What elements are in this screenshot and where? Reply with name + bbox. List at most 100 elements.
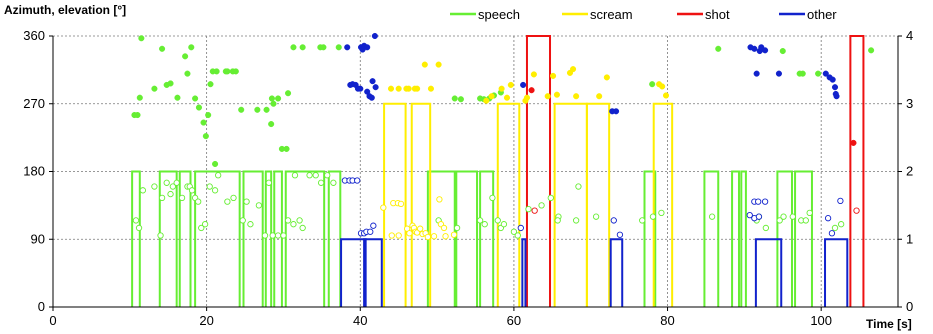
speech-elevation-point	[139, 187, 147, 194]
other-elevation-point	[837, 197, 844, 205]
scream-elevation-point	[397, 200, 405, 208]
speech-elevation-point	[206, 183, 213, 190]
other-segment	[363, 238, 367, 307]
scream-azimuth-point	[421, 61, 428, 68]
plot-area	[131, 32, 875, 307]
scream-elevation-point	[450, 231, 458, 238]
y2-tick-label: 2	[906, 164, 913, 179]
scream-azimuth-point	[414, 85, 421, 92]
speech-azimuth-point	[200, 119, 207, 126]
scream-segment	[553, 102, 588, 307]
speech-elevation-point	[157, 232, 164, 239]
speech-elevation-point	[230, 194, 237, 201]
speech-azimuth-point	[136, 94, 143, 101]
other-segment	[824, 238, 849, 307]
speech-segment	[284, 170, 326, 307]
scream-segment	[585, 102, 611, 307]
speech-azimuth-point	[184, 70, 191, 77]
y-tick-label: 0	[38, 299, 45, 314]
other-elevation-point	[354, 177, 361, 184]
scream-azimuth-point	[507, 81, 514, 88]
y2-tick-label: 1	[906, 231, 913, 246]
x-tick-label: 100	[810, 313, 832, 328]
speech-elevation-point	[167, 190, 174, 198]
scream-azimuth-point	[498, 85, 505, 92]
scream-azimuth-point	[550, 72, 557, 79]
speech-azimuth-point	[205, 111, 212, 119]
other-azimuth-point	[822, 70, 829, 77]
other-azimuth-point	[372, 84, 379, 91]
scream-elevation-point	[440, 224, 448, 232]
speech-azimuth-point	[457, 96, 464, 103]
speech-elevation-point	[261, 232, 269, 239]
scream-elevation-point	[380, 204, 387, 211]
legend-label-speech: speech	[478, 7, 520, 22]
x-tick-label: 60	[507, 313, 521, 328]
speech-elevation-point	[132, 217, 140, 224]
other-segment	[754, 238, 783, 307]
scream-azimuth-point	[530, 71, 537, 78]
other-azimuth-point	[613, 108, 620, 115]
speech-elevation-point	[658, 209, 665, 217]
speech-azimuth-point	[134, 111, 141, 119]
scream-azimuth-point	[570, 66, 577, 73]
speech-azimuth-point	[232, 68, 239, 75]
scream-elevation-point	[406, 230, 413, 237]
speech-elevation-point	[453, 224, 461, 232]
y-axis-title: Azimuth, elevation [°]	[4, 3, 126, 17]
x-axis-title: Time [s]	[866, 317, 912, 331]
speech-segment	[643, 170, 657, 307]
speech-azimuth-point	[283, 145, 290, 152]
speech-elevation-point	[514, 232, 521, 239]
other-elevation-point	[370, 222, 377, 229]
scream-azimuth-point	[553, 91, 560, 98]
other-elevation-point	[367, 228, 374, 235]
speech-azimuth-point	[779, 48, 786, 55]
other-elevation-point	[828, 230, 836, 237]
scream-elevation-point	[442, 233, 449, 240]
y2-tick-label: 4	[906, 28, 913, 43]
speech-azimuth-point	[224, 68, 231, 75]
other-azimuth-point	[369, 78, 376, 85]
scream-elevation-point	[424, 233, 432, 241]
speech-elevation-point	[489, 194, 496, 201]
speech-elevation-point	[575, 183, 582, 190]
speech-azimuth-point	[151, 85, 158, 92]
speech-elevation-point	[476, 217, 484, 224]
speech-azimuth-point	[799, 70, 806, 77]
speech-segment	[455, 170, 479, 307]
y-tick-label: 90	[31, 231, 45, 246]
other-elevation-point	[610, 217, 617, 224]
speech-azimuth-point	[138, 35, 145, 42]
speech-elevation-point	[831, 224, 839, 232]
other-azimuth-point	[371, 32, 378, 40]
speech-segment	[131, 170, 141, 307]
y-tick-label: 180	[23, 164, 45, 179]
speech-elevation-point	[649, 213, 657, 220]
speech-elevation-point	[481, 221, 488, 228]
speech-elevation-point	[224, 198, 231, 205]
scream-azimuth-point	[405, 85, 412, 92]
scream-azimuth-point	[435, 61, 442, 68]
speech-azimuth-point	[320, 44, 327, 51]
scream-elevation-point	[430, 233, 438, 240]
scream-elevation-point	[395, 232, 402, 239]
speech-elevation-point	[215, 172, 222, 179]
speech-azimuth-point	[868, 47, 875, 54]
x-tick-label: 80	[660, 313, 674, 328]
speech-azimuth-point	[649, 81, 656, 88]
shot-azimuth-point	[528, 87, 535, 94]
other-elevation-point	[746, 212, 753, 219]
y2-tick-label: 0	[906, 299, 913, 314]
speech-azimuth-point	[299, 44, 306, 51]
speech-elevation-point	[838, 221, 845, 228]
speech-elevation-point	[538, 202, 545, 209]
speech-elevation-point	[269, 232, 276, 239]
scream-azimuth-point	[488, 93, 495, 100]
other-azimuth-point	[829, 76, 836, 83]
speech-segment	[740, 170, 747, 307]
other-elevation-point	[616, 231, 624, 238]
speech-azimuth-point	[270, 100, 277, 107]
speech-elevation-point	[178, 194, 186, 201]
